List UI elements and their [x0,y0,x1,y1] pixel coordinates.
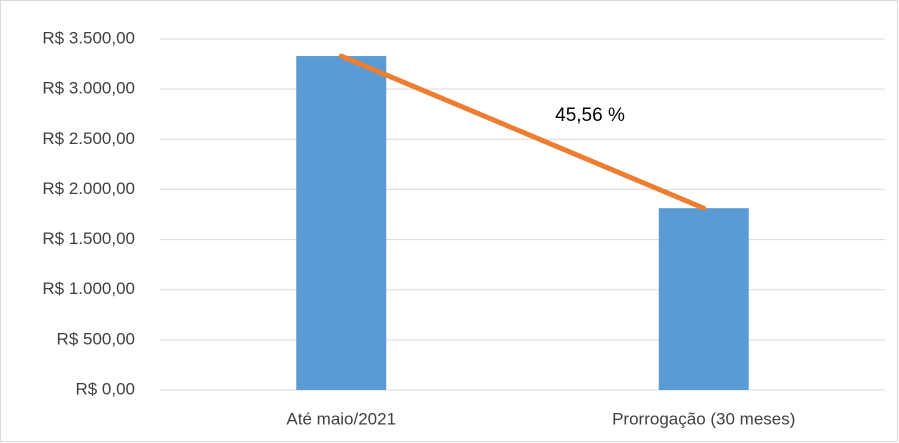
x-tick-label: Até maio/2021 [286,409,396,428]
bar [296,56,387,390]
y-tick-label: R$ 500,00 [57,329,135,348]
annotation: 45,56 % [555,105,625,126]
y-tick-label: R$ 1.500,00 [42,229,135,248]
x-tick-label: Prorrogação (30 meses) [612,409,795,428]
y-tick-label: R$ 1.000,00 [42,279,135,298]
y-tick-label: R$ 0,00 [75,379,135,398]
y-tick-label: R$ 2.500,00 [42,129,135,148]
y-tick-label: R$ 3.500,00 [42,28,135,47]
line [338,53,707,211]
y-tick-label: R$ 3.000,00 [42,79,135,98]
y-tick-label: R$ 2.000,00 [42,179,135,198]
bar [658,208,749,390]
